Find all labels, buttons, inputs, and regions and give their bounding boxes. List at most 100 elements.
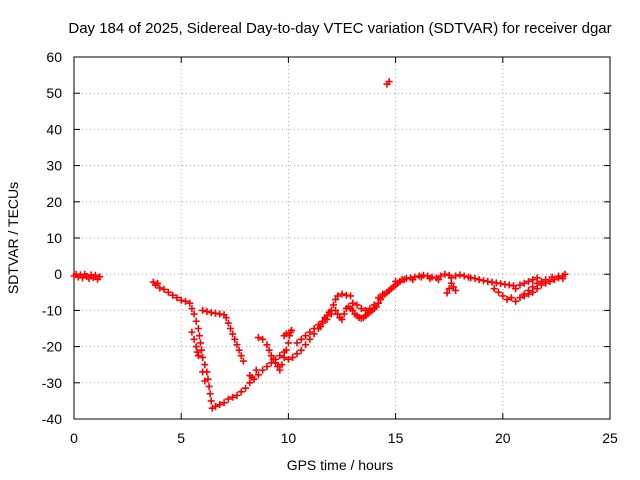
chart-title: Day 184 of 2025, Sidereal Day-to-day VTE… [68, 20, 611, 37]
y-tick-label: -20 [42, 339, 62, 355]
data-point [334, 310, 342, 318]
data-point [79, 274, 87, 282]
data-point [272, 359, 280, 367]
data-point [525, 277, 533, 285]
y-tick-label: -30 [42, 375, 62, 391]
data-point [237, 388, 245, 396]
data-point [370, 301, 378, 309]
x-tick-label: 0 [70, 430, 78, 446]
data-point [357, 305, 365, 313]
data-point [85, 275, 93, 283]
data-point [297, 346, 305, 354]
data-point [417, 273, 425, 281]
data-point [306, 328, 314, 336]
data-point [338, 290, 346, 298]
data-point [237, 352, 245, 360]
data-point [317, 323, 325, 331]
data-point [274, 363, 282, 371]
data-point [160, 285, 168, 293]
data-point [233, 341, 241, 349]
data-point [96, 273, 104, 281]
data-point [456, 271, 464, 279]
data-point [319, 317, 327, 325]
data-point [201, 377, 209, 385]
data-point [441, 270, 449, 278]
data-point [520, 279, 528, 287]
data-point [302, 332, 310, 340]
data-point [507, 294, 515, 302]
x-tick-label: 5 [177, 430, 185, 446]
x-tick-label: 10 [281, 430, 297, 446]
data-point [199, 353, 207, 361]
data-point [259, 335, 267, 343]
data-point [216, 401, 224, 409]
data-point [548, 273, 556, 281]
data-point [188, 305, 196, 313]
data-point [503, 296, 511, 304]
data-point [529, 276, 537, 284]
data-point [224, 395, 232, 403]
data-point [353, 301, 361, 309]
data-point [533, 274, 541, 282]
y-tick-label: 40 [46, 121, 62, 137]
data-point [329, 301, 337, 309]
data-point [199, 368, 207, 376]
data-point [512, 285, 520, 293]
data-points [70, 78, 569, 412]
data-point [529, 288, 537, 296]
y-tick-labels: -40 -30 -20 -10 0 10 20 30 40 50 60 [42, 49, 62, 427]
data-point [201, 361, 209, 369]
data-point [156, 284, 164, 292]
data-point [233, 391, 241, 399]
data-point [248, 373, 256, 381]
data-point [321, 314, 329, 322]
data-point [516, 281, 524, 289]
y-axis-label: SDTVAR / TECUs [5, 182, 21, 294]
data-point [516, 294, 524, 302]
data-point [495, 288, 503, 296]
x-tick-label: 15 [388, 430, 404, 446]
data-point [452, 272, 460, 280]
data-point [445, 285, 453, 293]
data-point [265, 346, 273, 354]
data-point [452, 286, 460, 294]
x-tick-labels: 0 5 10 15 20 25 [70, 430, 618, 446]
data-point [325, 308, 333, 316]
data-point [475, 276, 483, 284]
x-axis-label: GPS time / hours [287, 457, 394, 473]
data-point [555, 272, 563, 280]
data-point [334, 292, 342, 300]
data-point [347, 292, 355, 300]
data-point [310, 325, 318, 332]
data-point [199, 306, 207, 314]
data-point [231, 335, 239, 343]
data-point [194, 325, 202, 332]
y-tick-label: 30 [46, 158, 62, 174]
data-point [385, 78, 393, 86]
data-point [254, 371, 262, 379]
data-point [426, 275, 434, 283]
data-point [288, 326, 296, 334]
data-point [227, 325, 235, 332]
data-point [212, 402, 220, 410]
data-point [164, 288, 172, 296]
data-point [229, 330, 237, 338]
data-point [267, 352, 275, 360]
data-point [366, 305, 374, 313]
data-point [332, 306, 340, 314]
data-point [302, 341, 310, 349]
y-tick-label: 0 [54, 266, 62, 282]
x-tick-label: 25 [602, 430, 618, 446]
data-point [525, 290, 533, 298]
data-point [177, 296, 185, 304]
data-point [392, 277, 400, 285]
data-point [340, 310, 348, 318]
data-point [246, 379, 254, 387]
data-point [198, 346, 206, 354]
data-point [293, 350, 301, 358]
data-point [332, 296, 340, 304]
data-point [280, 353, 288, 361]
data-point [449, 283, 457, 291]
data-point [282, 330, 290, 338]
data-point [263, 341, 271, 349]
